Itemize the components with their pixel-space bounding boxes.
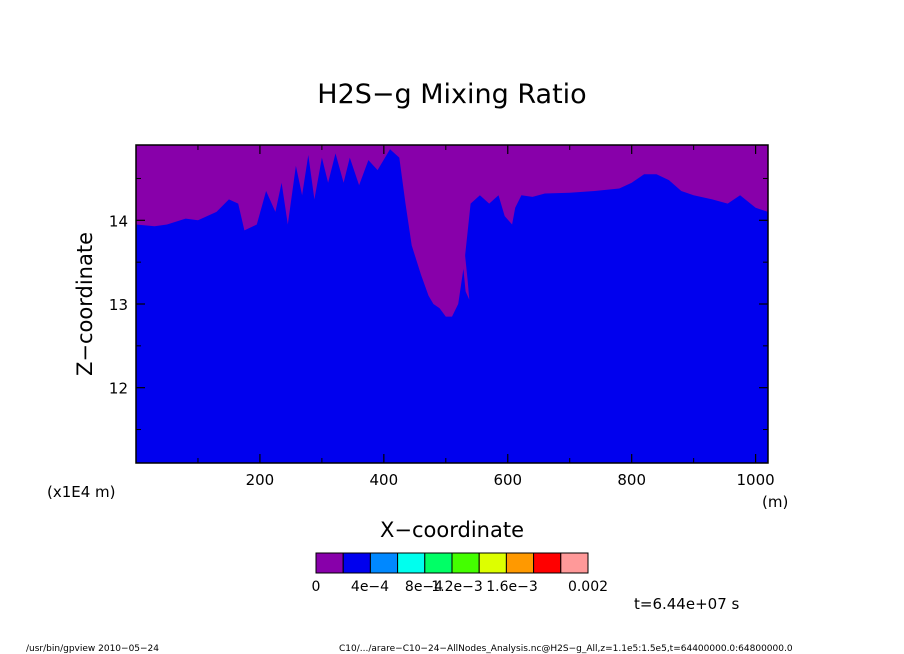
colorbar-swatch xyxy=(478,552,507,574)
colorbar-swatch xyxy=(369,552,399,574)
colorbar-label: 0 xyxy=(312,579,321,595)
colorbar-swatch xyxy=(505,552,535,574)
x-tick-label: 200 xyxy=(246,471,275,489)
colorbar-swatch xyxy=(397,552,426,574)
colorbar-label: 4e−4 xyxy=(351,579,389,595)
y-axis-label: Z−coordinate xyxy=(73,232,97,376)
time-label: t=6.44e+07 s xyxy=(634,595,740,613)
x-tick-label: 800 xyxy=(617,471,646,489)
x-axis: 200 400 600 800 1000 xyxy=(197,145,775,489)
footer-command: /usr/bin/gpview 2010−05−24 xyxy=(26,644,159,654)
y-tick-label: 12 xyxy=(109,380,128,398)
x-tick-label: 1000 xyxy=(737,471,775,489)
x-tick-label: 600 xyxy=(493,471,522,489)
x-tick-label: 400 xyxy=(370,471,399,489)
y-tick-label: 13 xyxy=(109,296,128,314)
plot-area xyxy=(135,144,769,464)
colorbar-labels: 0 4e−4 8e−41.2e−3 1.6e−3 0.002 xyxy=(312,579,609,595)
top-level-region xyxy=(136,145,768,317)
y-axis: 14 13 12 xyxy=(109,177,768,431)
colorbar-swatch xyxy=(424,552,453,574)
colorbar-swatch xyxy=(533,552,562,574)
colorbar xyxy=(315,552,589,574)
colorbar-label: 1.2e−3 xyxy=(431,579,483,595)
colorbar-swatch xyxy=(560,552,589,574)
footer-source: C10/.../arare−C10−24−AllNodes_Analysis.n… xyxy=(339,644,793,654)
y-unit-label: (x1E4 m) xyxy=(47,483,116,501)
colorbar-label: 0.002 xyxy=(568,579,608,595)
x-axis-label: X−coordinate xyxy=(380,518,524,542)
colorbar-label: 8e−4 xyxy=(405,579,443,595)
intrusions xyxy=(458,203,470,300)
plume-intrusion xyxy=(458,203,470,300)
colorbar-swatch xyxy=(342,552,371,574)
y-tick-label: 14 xyxy=(109,212,128,230)
colorbar-swatch xyxy=(315,552,344,574)
colorbar-label: 1.6e−3 xyxy=(486,579,538,595)
colorbar-swatch xyxy=(451,552,480,574)
chart-title: H2S−g Mixing Ratio xyxy=(317,79,586,110)
x-unit-label: (m) xyxy=(762,493,788,511)
